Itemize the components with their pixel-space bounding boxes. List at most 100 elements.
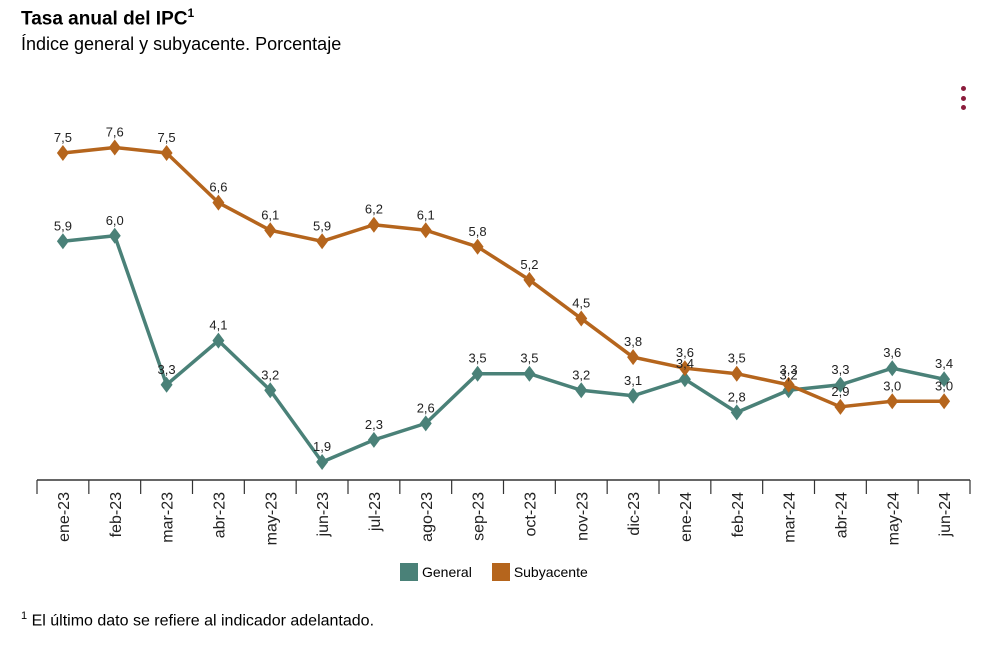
data-label-subyacente: 6,1: [261, 207, 279, 222]
data-label-subyacente: 3,8: [624, 334, 642, 349]
legend-swatch-subyacente: [491, 563, 510, 581]
data-label-general: 3,5: [469, 351, 487, 366]
data-label-general: 2,8: [728, 389, 746, 404]
data-label-subyacente: 6,1: [417, 207, 435, 222]
x-tick-label: jul-23: [367, 492, 384, 532]
data-point-general: [419, 415, 432, 432]
data-label-general: 5,9: [54, 218, 72, 233]
data-point-subyacente: [56, 145, 69, 161]
data-point-general: [938, 371, 951, 388]
x-tick-label: ene-24: [678, 492, 695, 542]
data-point-general: [212, 332, 225, 349]
data-point-subyacente: [523, 271, 536, 288]
x-tick-label: ene-23: [56, 492, 73, 542]
legend-item-general[interactable]: General: [400, 563, 472, 581]
legend-label-general: General: [422, 564, 472, 580]
data-point-general: [730, 404, 743, 421]
chart-title: Tasa anual del IPC1: [21, 6, 195, 30]
data-point-general: [108, 227, 121, 244]
data-label-subyacente: 2,9: [831, 384, 849, 399]
chart-subtitle: Índice general y subyacente. Porcentaje: [21, 34, 342, 54]
data-label-general: 3,2: [261, 367, 279, 382]
kebab-menu-icon[interactable]: [955, 86, 971, 110]
data-point-subyacente: [160, 145, 173, 161]
data-point-subyacente: [730, 365, 743, 382]
data-point-general: [367, 431, 380, 448]
data-label-subyacente: 6,2: [365, 202, 383, 217]
data-label-general: 1,9: [313, 439, 331, 454]
footnote: 1 El último dato se refiere al indicador…: [21, 610, 374, 630]
data-label-subyacente: 3,0: [883, 378, 901, 393]
data-label-subyacente: 5,9: [313, 218, 331, 233]
legend-swatch-general: [400, 563, 418, 581]
data-label-subyacente: 4,5: [572, 296, 590, 311]
data-point-subyacente: [678, 360, 691, 377]
data-point-subyacente: [834, 398, 847, 415]
data-label-general: 3,4: [676, 356, 694, 371]
data-point-general: [886, 360, 899, 377]
data-label-general: 3,1: [624, 373, 642, 388]
data-point-general: [523, 365, 536, 382]
legend-label-subyacente: Subyacente: [513, 564, 588, 580]
data-point-subyacente: [212, 194, 225, 211]
series-line-general: [62, 234, 945, 464]
data-point-subyacente: [782, 376, 795, 393]
x-tick-label: dic-23: [626, 492, 643, 536]
data-label-general: 2,3: [365, 417, 383, 432]
data-point-general: [56, 233, 69, 250]
x-tick-label: mar-24: [782, 492, 799, 543]
x-tick-label: nov-23: [574, 492, 591, 541]
x-tick-label: feb-24: [730, 492, 747, 537]
data-point-subyacente: [367, 216, 380, 233]
data-point-subyacente: [627, 349, 640, 366]
data-label-general: 3,3: [158, 362, 176, 377]
data-label-general: 3,6: [883, 345, 901, 360]
title-footnote-marker: 1: [187, 6, 195, 20]
chart-legend: General Subyacente: [400, 563, 608, 581]
data-label-subyacente: 5,8: [469, 224, 487, 239]
series-line-subyacente: [62, 145, 945, 409]
x-tick-label: abr-23: [211, 492, 228, 538]
data-label-subyacente: 3,6: [676, 345, 694, 360]
data-label-general: 3,4: [935, 356, 953, 371]
data-point-general: [678, 371, 691, 388]
data-label-subyacente: 6,6: [209, 180, 227, 195]
data-point-subyacente: [108, 139, 121, 156]
x-tick-label: feb-23: [108, 492, 125, 537]
x-tick-label: mar-23: [160, 492, 177, 543]
data-label-subyacente: 3,3: [780, 362, 798, 377]
data-point-subyacente: [264, 222, 277, 239]
footnote-marker: 1: [21, 610, 28, 622]
data-label-general: 3,2: [780, 367, 798, 382]
data-point-subyacente: [419, 222, 432, 239]
data-label-subyacente: 3,5: [728, 351, 746, 366]
x-tick-label: oct-23: [522, 492, 539, 537]
data-label-general: 3,3: [831, 362, 849, 377]
data-point-subyacente: [886, 393, 899, 410]
data-point-subyacente: [316, 233, 329, 250]
x-tick-label: ago-23: [419, 492, 436, 542]
x-tick-label: abr-24: [833, 492, 850, 538]
data-point-general: [575, 382, 588, 399]
data-label-subyacente: 3,0: [935, 378, 953, 393]
legend-item-subyacente[interactable]: Subyacente: [491, 563, 588, 581]
data-point-general: [834, 376, 847, 393]
data-label-subyacente: 5,2: [520, 257, 538, 272]
data-label-subyacente: 7,6: [106, 124, 124, 139]
footnote-text: El último dato se refiere al indicador a…: [31, 612, 375, 630]
data-label-subyacente: 7,5: [54, 130, 72, 145]
data-point-subyacente: [938, 393, 951, 410]
data-point-general: [316, 454, 329, 470]
data-point-subyacente: [471, 238, 484, 255]
data-point-general: [264, 382, 277, 399]
data-point-general: [627, 387, 640, 404]
data-label-general: 2,6: [417, 400, 435, 415]
data-point-general: [160, 376, 173, 393]
x-tick-label: may-23: [263, 492, 280, 545]
data-label-subyacente: 7,5: [158, 130, 176, 145]
x-tick-label: may-24: [885, 492, 902, 545]
data-label-general: 4,1: [209, 318, 227, 333]
x-tick-label: jun-23: [315, 492, 332, 538]
x-tick-label: jun-24: [937, 492, 954, 538]
